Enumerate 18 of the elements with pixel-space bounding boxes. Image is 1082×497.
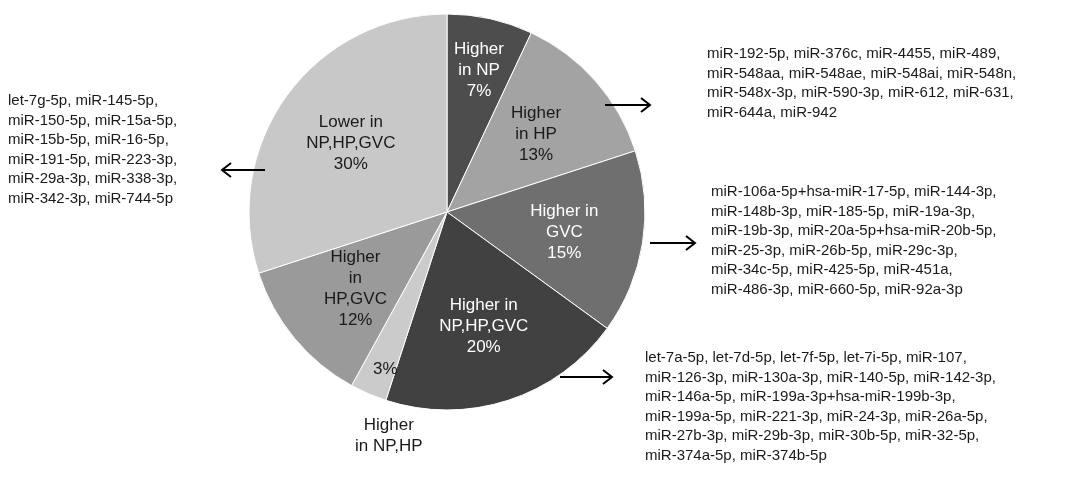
text: let-7g-5p, miR-145-5p, miR-150-5p, miR-15a-5p, miR-15b-5p, miR-16-5p, miR-191-5p, miR-223-3p, miR-29a-3p, miR-338-3p, miR-342-3p, miR-744-5p	[8, 91, 178, 206]
slice-label: Higher in GVC	[530, 200, 599, 241]
data-label: 12%	[338, 310, 373, 330]
text: let-7a-5p, let-7d-5p, let-7f-5p, let-7i-5p, miR-107, miR-126-3p, miR-130a-3p, miR-140-5p, miR-142-3p, miR-146a-5p, miR-199a-3p+hsa-miR-199b-3p, miR-199a-5p, miR-221-3p, miR-24-3p, miR-26a-5p, miR-27b-3p, miR-29b-3p, miR-30b-5p, miR-32-5p, miR-374a-5p, miR-374b-5p	[645, 348, 996, 463]
slice-label: Higher in NP,HP,GVC	[439, 294, 529, 335]
slice-label: Higher in HP	[511, 103, 562, 144]
slice-label: Higher in NP,HP	[354, 415, 423, 455]
text: miR-192-5p, miR-376c, miR-4455, miR-489, miR-548aa, miR-548ae, miR-548ai, miR-548n, miR-548x-3p, miR-590-3p, miR-612, miR-631, miR-644a, miR-942	[707, 44, 1017, 120]
slice-label: Higher in NP	[453, 39, 505, 80]
text: miR-106a-5p+hsa-miR-17-5p, miR-144-3p, miR-148b-3p, miR-185-5p, miR-19a-3p, miR-19b-3p, miR-20a-5p+hsa-miR-20b-5p, miR-25-3p, miR-26b-5p, miR-29c-3p, miR-34c-5p, miR-425-5p, miR-451a, miR-486-3p, miR-660-5p, miR-92a-3p	[711, 182, 997, 297]
data-label: 13%	[519, 145, 554, 165]
slice-label: Higher in HP,GVC	[323, 247, 387, 309]
data-label: 15%	[547, 242, 582, 262]
data-label: 20%	[466, 336, 501, 356]
data-label: 7%	[466, 81, 492, 101]
data-label: 30%	[333, 154, 368, 174]
slice-label: Lower in NP,HP,GVC	[306, 112, 396, 153]
data-label: 3%	[373, 359, 398, 379]
